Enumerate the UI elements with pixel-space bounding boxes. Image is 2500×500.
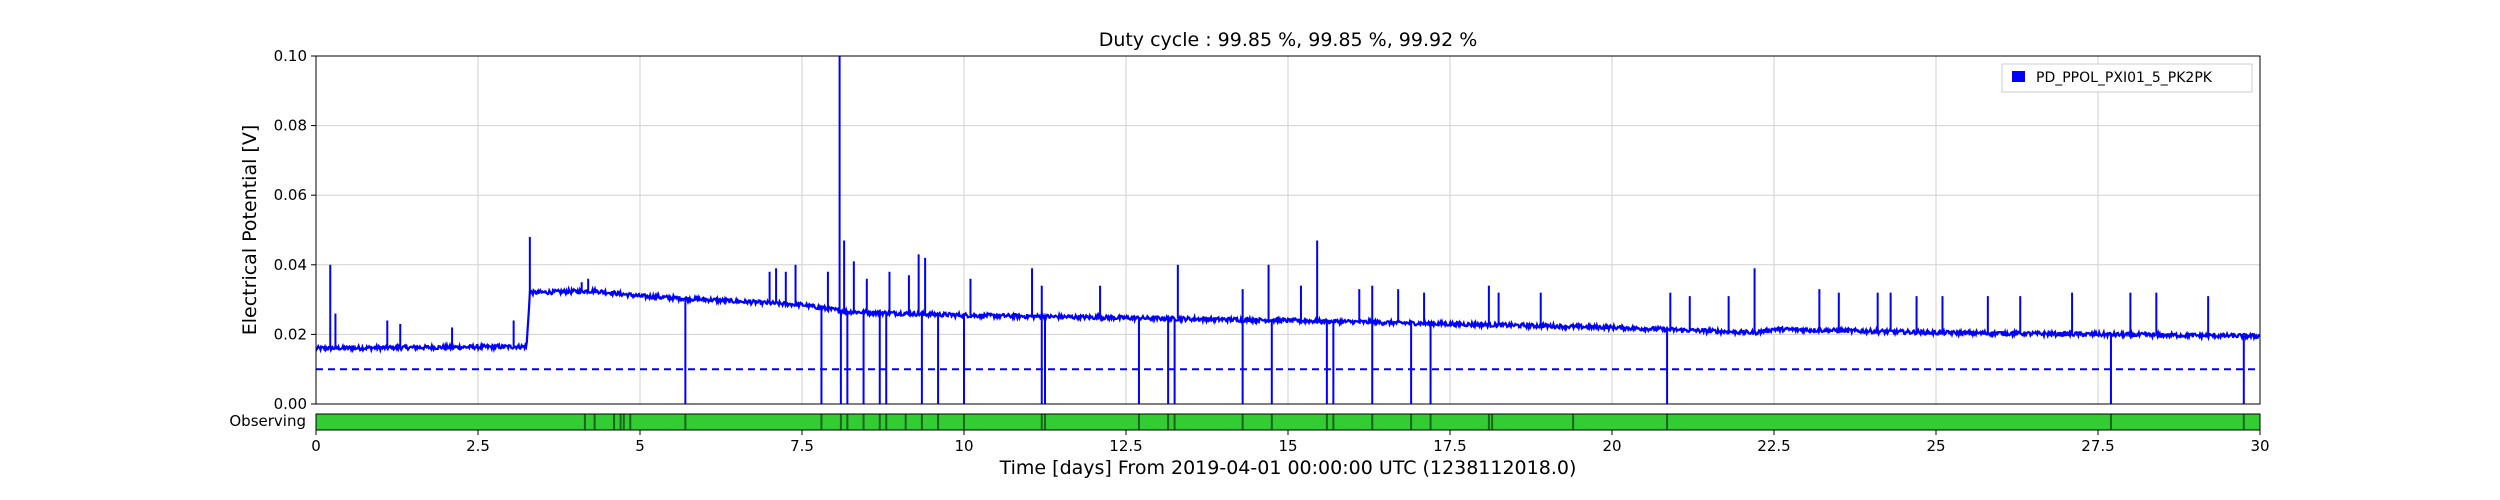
state-bar-gap <box>1325 414 1328 430</box>
state-bar-gap <box>593 414 596 430</box>
x-axis: 0 2.5 5 7.5 10 12.5 15 17.5 20 22.5 25 27.5 30 <box>311 430 2270 455</box>
state-bar-gap <box>1044 414 1046 430</box>
state-bar-gap <box>1270 414 1273 430</box>
state-bar-gap <box>1167 414 1170 430</box>
state-bar-gap <box>920 414 923 430</box>
x-tick-label: 25 <box>1926 437 1945 455</box>
state-bar-segment <box>316 414 2260 430</box>
state-bar-gap <box>1491 414 1494 430</box>
x-tick-label: 7.5 <box>790 437 814 455</box>
y-axis-label: Electrical Potential [V] <box>239 125 261 335</box>
state-bar-gap <box>1666 414 1669 430</box>
state-bar-gap <box>1040 414 1043 430</box>
state-bar-gap <box>2242 414 2245 430</box>
x-tick-label: 30 <box>2250 437 2269 455</box>
state-bar-gap <box>904 414 907 430</box>
state-bar-gap <box>878 414 881 430</box>
state-bar-gap <box>820 414 823 430</box>
state-bar-gap <box>613 414 616 430</box>
x-tick-label: 22.5 <box>1757 437 1790 455</box>
state-bar-gap <box>1173 414 1176 430</box>
x-tick-label: 2.5 <box>466 437 490 455</box>
legend-swatch <box>2012 71 2025 82</box>
state-bar-gap <box>622 414 625 430</box>
x-tick-label: 5 <box>635 437 645 455</box>
state-bar-gap <box>885 414 888 430</box>
state-bar-gap <box>684 414 687 430</box>
series-line <box>316 285 2260 354</box>
y-tick-label: 0.10 <box>274 47 307 65</box>
state-bar-gap <box>1371 414 1374 430</box>
y-tick-label: 0.08 <box>274 117 307 135</box>
state-bar-gap <box>1572 414 1575 430</box>
x-tick-label: 15 <box>1278 437 1297 455</box>
state-bar-gap <box>1241 414 1244 430</box>
state-bar-gap <box>1137 414 1140 430</box>
state-bar-gap <box>846 414 849 430</box>
state-bar-gap <box>862 414 865 430</box>
state-bar-gap <box>937 414 940 430</box>
y-tick-label: 0.04 <box>274 256 307 274</box>
legend: PD_PPOL_PXI01_5_PK2PK <box>2001 63 2253 93</box>
state-bar-gap <box>1487 414 1490 430</box>
x-tick-label: 20 <box>1602 437 1621 455</box>
y-tick-label: 0.06 <box>274 186 307 204</box>
x-tick-label: 17.5 <box>1433 437 1466 455</box>
y-tick-label: 0.02 <box>274 325 307 343</box>
state-bar-gap <box>583 414 586 430</box>
state-bar-gap <box>839 414 842 430</box>
state-bar-gap <box>2109 414 2112 430</box>
state-bar-gap <box>629 414 632 430</box>
state-bar-gap <box>963 414 965 430</box>
x-tick-label: 12.5 <box>1109 437 1142 455</box>
legend-box <box>2001 63 2253 93</box>
legend-label: PD_PPOL_PXI01_5_PK2PK <box>2036 70 2213 86</box>
state-bar-gap <box>1429 414 1432 430</box>
plot-area <box>316 56 2260 404</box>
chart-title: Duty cycle : 99.85 %, 99.85 %, 99.92 % <box>1099 29 1478 51</box>
x-tick-label: 27.5 <box>2081 437 2114 455</box>
x-axis-label: Time [days] From 2019-04-01 00:00:00 UTC… <box>999 457 1577 479</box>
series-layer <box>316 56 2260 404</box>
observing-state-bar <box>315 413 2261 431</box>
plot-frame <box>315 55 2261 405</box>
state-bar-gap <box>1332 414 1335 430</box>
state-bar-label: Observing <box>229 412 306 430</box>
y-axis: 0.00 0.02 0.04 0.06 0.08 0.10 <box>274 47 316 413</box>
state-bar-gap <box>619 414 622 430</box>
state-bar-gap <box>1410 414 1413 430</box>
x-tick-label: 10 <box>954 437 973 455</box>
x-tick-label: 0 <box>311 437 321 455</box>
y-tick-label: 0.00 <box>274 395 307 413</box>
